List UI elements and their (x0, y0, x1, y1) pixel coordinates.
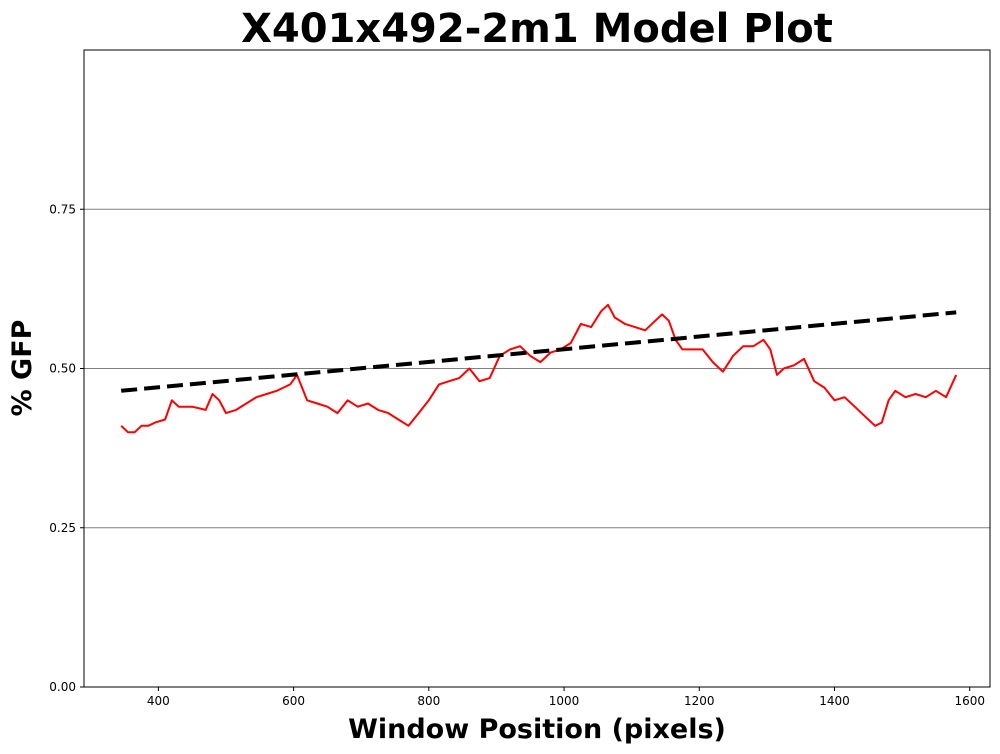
x-axis-label: Window Position (pixels) (348, 714, 726, 745)
x-tick-label: 400 (147, 694, 170, 708)
x-tick-label: 1200 (684, 694, 715, 708)
plot-series (120, 303, 958, 434)
chart-title: X401x492-2m1 Model Plot (241, 6, 833, 52)
x-tick-label: 800 (417, 694, 440, 708)
x-axis-ticks: 400 600 800 1000 1200 1400 1600 (147, 687, 985, 708)
x-tick-label: 1400 (819, 694, 850, 708)
y-tick-label: 0.25 (49, 521, 76, 535)
grid-lines (84, 208, 990, 529)
y-axis-ticks: 0.00 0.25 0.50 0.75 (49, 202, 84, 694)
x-tick-label: 1000 (549, 694, 580, 708)
model-fit-line (121, 310, 957, 393)
gfp-data-line (120, 303, 958, 434)
y-tick-label: 0.50 (49, 362, 76, 376)
x-tick-label: 1600 (954, 694, 985, 708)
y-axis-label: % GFP (7, 320, 38, 417)
x-tick-label: 600 (282, 694, 305, 708)
y-tick-label: 0.75 (49, 202, 76, 216)
y-tick-label: 0.00 (49, 680, 76, 694)
